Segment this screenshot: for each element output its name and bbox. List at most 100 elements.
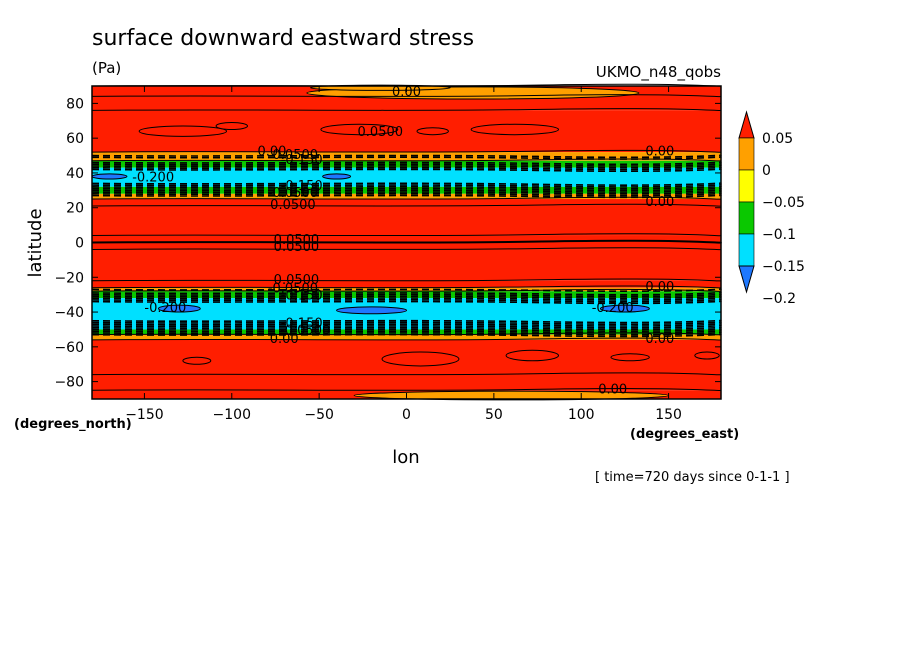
chart-units: (Pa) [92,59,121,77]
patch-1 [215,122,249,130]
contour-dashed-6 [91,168,722,173]
contour-solid-11 [91,285,722,289]
y-unit-label: (degrees_north) [14,417,132,432]
band-9 [92,235,721,243]
colorbar-min-arrow [738,265,755,294]
contour-label: -0.150 [281,179,323,194]
contour-solid-4 [91,158,722,162]
patch-9 [505,349,560,362]
contour-label: 0.00 [645,144,674,159]
contour-label: -0.150 [281,153,323,168]
y-tick-label: 80 [66,96,84,112]
contour-label: 0.0500 [274,273,320,288]
patch-16 [157,304,201,313]
patch-11 [694,351,720,360]
y-tick-label: −20 [54,270,84,286]
contour-dashed-1 [91,156,722,160]
patch-4 [470,123,560,136]
contour-dashed-25 [91,325,722,329]
patch-2 [320,123,399,136]
x-tick-label: 0 [402,407,411,423]
band-7 [92,199,721,206]
contour-dashed-3 [91,163,722,167]
contour-solid-16 [91,388,722,391]
colorbar-segment [738,233,755,267]
colorbar-label: −0.05 [762,195,805,211]
dataset-label: UKMO_n48_qobs [596,63,721,82]
contour-label: -0.0500 [280,323,330,338]
y-tick-label: −60 [54,340,84,356]
colorbar-label: −0.2 [762,291,796,307]
patch-15 [599,304,650,313]
contour-label: 0.00 [598,383,627,398]
contour-label: -0.150 [281,289,323,304]
contour-dashed-30 [91,333,722,338]
contour-dashed-4 [91,165,722,169]
contour-label: 0.00 [645,280,674,295]
contour-dashed-26 [91,326,722,331]
colorbar-max-arrow [738,110,755,139]
band-6 [92,193,721,200]
x-tick-label: 150 [655,407,682,423]
contour-dashed-21 [91,300,722,305]
contour-label: -0.200 [144,301,186,316]
contour-label: -0.200 [592,301,634,316]
contour-label: 0.0500 [274,233,320,248]
band-12 [92,280,721,288]
y-tick-label: 20 [66,201,84,217]
contour-solid-15 [91,372,722,376]
contour-dashed-22 [91,319,722,324]
contour-solid-8 [91,239,722,244]
contour-dashed-24 [91,323,722,327]
contour-solid-9 [91,247,722,251]
contour-label: 0.0500 [358,125,404,140]
contour-label: -0.0500 [268,282,318,297]
contour-solid-6 [91,203,722,207]
contour-dashed-16 [91,291,722,296]
patch-3 [416,127,449,136]
contour-solid-14 [91,337,722,341]
contour-solid-5 [91,196,722,200]
contour-label: 0.00 [645,332,674,347]
patch-8 [381,351,460,367]
contour-dashed-27 [91,328,722,333]
y-tick-label: 60 [66,131,84,147]
contour-label: 0.0500 [270,198,316,213]
contour-dashed-14 [91,194,722,199]
contour-dashed-20 [91,298,722,303]
colorbar-segment [738,137,755,171]
contour-solid-2 [91,108,722,111]
y-tick-label: −40 [54,305,84,321]
colorbar-label: −0.1 [762,227,796,243]
x-unit-label: (degrees_east) [630,427,739,442]
contour-dashed-10 [91,187,722,192]
patch-7 [182,356,212,365]
patch-13 [322,173,352,180]
colorbar-label: 0.05 [762,131,793,147]
contour-label: 0.00 [645,195,674,210]
colorbar: −0.2 −0.15 −0.1 −0.05 0 0.05 [738,110,805,307]
contour-dashed-9 [91,185,722,190]
contour-dashed-29 [91,331,722,336]
y-tick-label: 40 [66,166,84,182]
contour-dashed-12 [91,191,722,195]
contour-solid-3 [91,149,722,153]
contour-dashed-28 [91,330,722,334]
y-tick-label: 0 [75,236,84,252]
contour-label: -0.150 [281,316,323,331]
band-10 [92,242,721,250]
contour-dashed-5 [91,166,722,171]
contour-label: 0.0500 [274,240,320,255]
contour-dashed-13 [91,192,722,197]
band-8 [92,205,721,236]
colorbar-label: −0.15 [762,259,805,275]
x-tick-label: −50 [304,407,334,423]
x-tick-label: 100 [568,407,595,423]
contour-label: -0.0500 [268,186,318,201]
patch-17 [336,306,407,315]
contour-label: 0.00 [257,144,286,159]
contour-dashed-23 [91,321,722,326]
band-11 [92,249,721,281]
x-tick-label: 50 [485,407,503,423]
